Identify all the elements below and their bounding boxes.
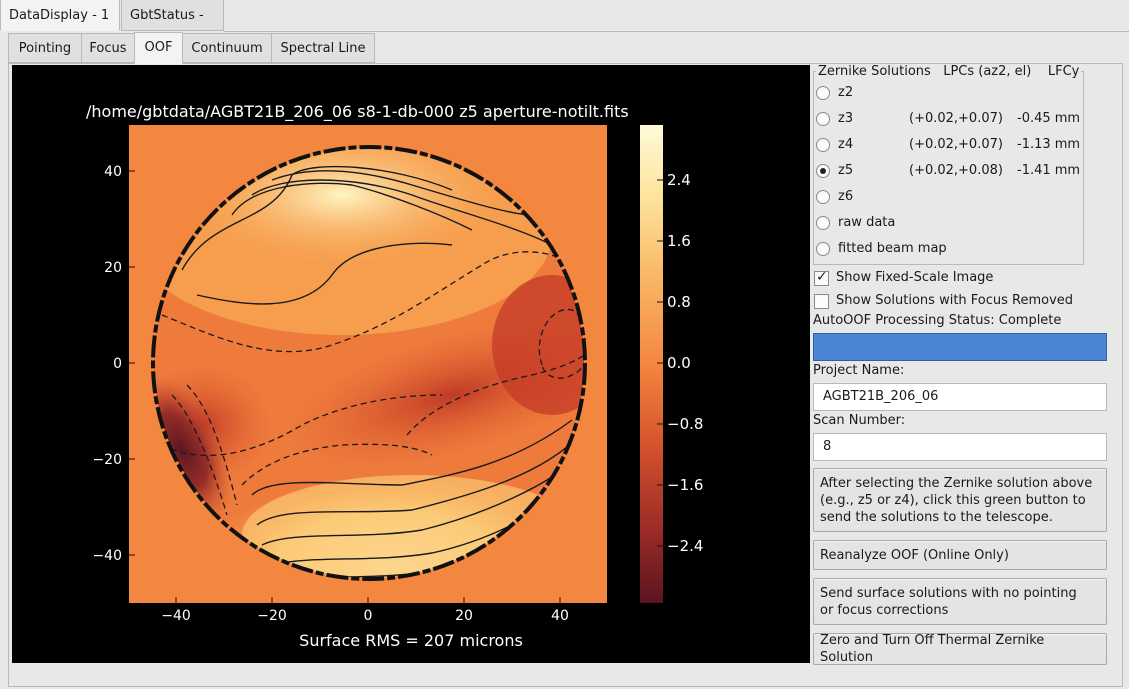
reanalyze-oof-button[interactable]: Reanalyze OOF (Online Only) xyxy=(813,540,1107,570)
send-surface-solutions-button[interactable]: Send surface solutions with no pointing … xyxy=(813,578,1107,625)
tab-focus[interactable]: Focus xyxy=(81,33,135,63)
x-tick-label: 0 xyxy=(364,608,373,624)
processing-progress-bar xyxy=(813,333,1107,361)
scan-number-label: Scan Number: xyxy=(813,413,906,428)
y-tick-label: −40 xyxy=(92,548,122,564)
zero-thermal-zernike-button[interactable]: Zero and Turn Off Thermal Zernike Soluti… xyxy=(813,633,1107,665)
radio-label: raw data xyxy=(838,215,896,230)
y-tick-label: 0 xyxy=(113,356,122,372)
radio-button[interactable] xyxy=(816,216,830,230)
radio-button[interactable] xyxy=(816,138,830,152)
lfc-value: -1.41 mm xyxy=(1017,163,1081,178)
radio-button[interactable] xyxy=(816,112,830,126)
radio-z2[interactable]: z2 xyxy=(816,84,1086,104)
colorbar-tick-label: −1.6 xyxy=(667,476,703,494)
tab-datadisplay[interactable]: DataDisplay - 1 xyxy=(0,0,120,31)
plot-title: /home/gbtdata/AGBT21B_206_06 s8-1-db-000… xyxy=(86,102,629,122)
tab-continuum[interactable]: Continuum xyxy=(182,33,272,63)
axis-ticks xyxy=(129,170,561,603)
x-tick-label: 40 xyxy=(551,608,569,624)
lpc-value: (+0.02,+0.08) xyxy=(909,163,1003,178)
aperture-surface xyxy=(154,148,584,578)
radio-button[interactable] xyxy=(816,190,830,204)
tab-bar-divider xyxy=(224,31,1129,32)
y-tick-label: 40 xyxy=(104,164,122,180)
colorbar-tick-label: 1.6 xyxy=(667,232,691,250)
colorbar-tick-label: 0.8 xyxy=(667,293,691,311)
radio-button[interactable] xyxy=(816,242,830,256)
aperture-map-svg: /home/gbtdata/AGBT21B_206_06 s8-1-db-000… xyxy=(86,102,703,650)
lfc-value: -0.45 mm xyxy=(1017,111,1081,126)
colorbar xyxy=(640,125,663,603)
x-tick-label: 20 xyxy=(455,608,473,624)
tab-pointing[interactable]: Pointing xyxy=(8,33,82,63)
x-tick-label: −40 xyxy=(161,608,191,624)
y-tick-label: −20 xyxy=(92,452,122,468)
radio-z3[interactable]: z3 (+0.02,+0.07) -0.45 mm xyxy=(816,110,1086,130)
scan-number-field[interactable]: 8 xyxy=(813,433,1107,461)
checkbox-label: Show Fixed-Scale Image xyxy=(836,270,994,285)
processing-status-label: AutoOOF Processing Status: Complete xyxy=(813,313,1062,328)
radio-label: z3 xyxy=(838,111,854,126)
tab-oof[interactable]: OOF xyxy=(134,32,183,64)
radio-raw-data[interactable]: raw data xyxy=(816,214,1086,234)
radio-label: fitted beam map xyxy=(838,241,947,256)
checkbox-fixed-scale[interactable]: Show Fixed-Scale Image xyxy=(814,269,1114,290)
radio-button[interactable] xyxy=(816,86,830,100)
surface-rms-caption: Surface RMS = 207 microns xyxy=(299,631,523,650)
checkbox-label: Show Solutions with Focus Removed xyxy=(836,293,1074,308)
radio-button-selected[interactable] xyxy=(816,164,830,178)
radio-label: z5 xyxy=(838,163,854,178)
send-solutions-button[interactable]: After selecting the Zernike solution abo… xyxy=(813,468,1107,532)
colorbar-tick-label: −0.8 xyxy=(667,415,703,433)
lfc-value: -1.13 mm xyxy=(1017,137,1081,152)
radio-z5[interactable]: z5 (+0.02,+0.08) -1.41 mm xyxy=(816,162,1086,182)
aperture-rim xyxy=(151,145,587,581)
lpc-value: (+0.02,+0.07) xyxy=(909,111,1003,126)
project-name-field[interactable]: AGBT21B_206_06 xyxy=(813,383,1107,411)
x-tick-label: −20 xyxy=(257,608,287,624)
checkbox-checked[interactable] xyxy=(814,269,829,286)
lpc-value: (+0.02,+0.07) xyxy=(909,137,1003,152)
tab-spectral-line[interactable]: Spectral Line xyxy=(271,33,375,63)
project-name-label: Project Name: xyxy=(813,363,905,378)
radio-label: z6 xyxy=(838,189,854,204)
radio-label: z2 xyxy=(838,85,854,100)
radio-label: z4 xyxy=(838,137,854,152)
colorbar-tick-label: 0.0 xyxy=(667,354,691,372)
tab-gbtstatus[interactable]: GbtStatus - 1 xyxy=(121,0,224,54)
radio-z4[interactable]: z4 (+0.02,+0.07) -1.13 mm xyxy=(816,136,1086,156)
checkbox-unchecked[interactable] xyxy=(814,294,829,309)
checkbox-focus-removed[interactable]: Show Solutions with Focus Removed xyxy=(814,293,1114,313)
y-tick-label: 20 xyxy=(104,260,122,276)
colorbar-tick-label: −2.4 xyxy=(667,537,703,555)
aperture-plot: /home/gbtdata/AGBT21B_206_06 s8-1-db-000… xyxy=(12,65,810,663)
zernike-group-title: Zernike Solutions LPCs (az2, el) LFCy xyxy=(816,64,1082,79)
radio-fitted-beam-map[interactable]: fitted beam map xyxy=(816,240,1086,260)
oof-tab-frame xyxy=(8,63,1123,687)
colorbar-tick-label: 2.4 xyxy=(667,171,691,189)
radio-z6[interactable]: z6 xyxy=(816,188,1086,208)
